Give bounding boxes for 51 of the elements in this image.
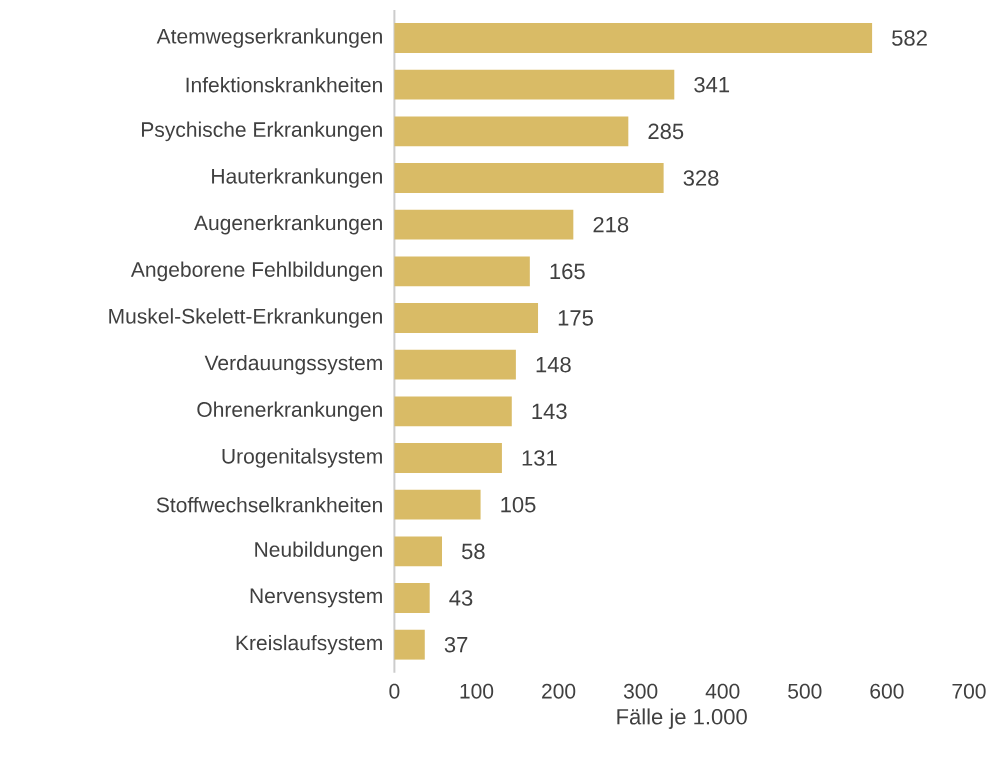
y-tick-label: Hauterkrankungen <box>212 168 382 188</box>
x-tick-label: 700 <box>952 683 986 699</box>
y-tick-label: Muskel-Skelett-Erkrankungen <box>109 308 382 328</box>
data-label: 105 <box>501 497 536 513</box>
y-tick-label: Nervensystem <box>250 588 382 608</box>
bar <box>394 443 502 474</box>
x-tick-label: 200 <box>542 683 576 699</box>
bar <box>394 256 530 287</box>
bar <box>394 69 675 100</box>
data-label: 58 <box>461 543 485 560</box>
y-tick-label: Kreislaufsystem <box>236 635 382 655</box>
data-label: 341 <box>694 77 730 93</box>
x-tick-label: 600 <box>870 683 904 699</box>
bar <box>394 23 873 54</box>
x-tick-label: 400 <box>705 683 740 699</box>
y-tick-label: Urogenitalsystem <box>222 448 382 468</box>
data-label: 43 <box>449 590 473 606</box>
bar <box>394 536 443 567</box>
data-label: 37 <box>444 637 468 653</box>
x-tick-label: 0 <box>389 683 400 699</box>
bar <box>394 349 516 380</box>
y-tick-label: Angeborene Fehlbildungen <box>130 261 382 282</box>
x-tick-label: 500 <box>788 683 822 699</box>
bar <box>394 629 425 660</box>
y-tick-label: Infektionskrankheiten <box>186 77 382 93</box>
y-tick-label: Stoffwechselkrankheiten <box>156 497 382 513</box>
bar <box>394 489 481 520</box>
y-tick-label: Ohrenerkrankungen <box>197 401 382 422</box>
data-label: 218 <box>593 217 629 233</box>
bar <box>394 396 512 427</box>
x-axis-title: Fälle je 1.000 <box>617 708 747 730</box>
bar <box>394 303 539 334</box>
y-tick-label: Augenerkrankungen <box>194 215 382 235</box>
bar <box>394 163 664 194</box>
data-label: 328 <box>683 170 719 186</box>
data-label: 148 <box>536 357 571 373</box>
y-tick-label: Neubildungen <box>255 541 382 562</box>
data-label: 131 <box>522 450 557 466</box>
data-label: 175 <box>558 310 593 326</box>
data-label: 165 <box>550 263 585 280</box>
data-label: 285 <box>648 123 684 140</box>
data-label: 143 <box>532 403 567 420</box>
x-tick-label: 100 <box>460 683 494 699</box>
bar <box>394 209 574 240</box>
bar <box>394 116 629 147</box>
y-tick-label: Verdauungssystem <box>204 355 382 375</box>
data-label: 582 <box>892 30 927 46</box>
x-tick-label: 300 <box>623 683 658 699</box>
y-tick-label: Psychische Erkrankungen <box>142 121 382 142</box>
bar <box>394 583 430 614</box>
y-tick-label: Atemwegserkrankungen <box>156 28 382 48</box>
